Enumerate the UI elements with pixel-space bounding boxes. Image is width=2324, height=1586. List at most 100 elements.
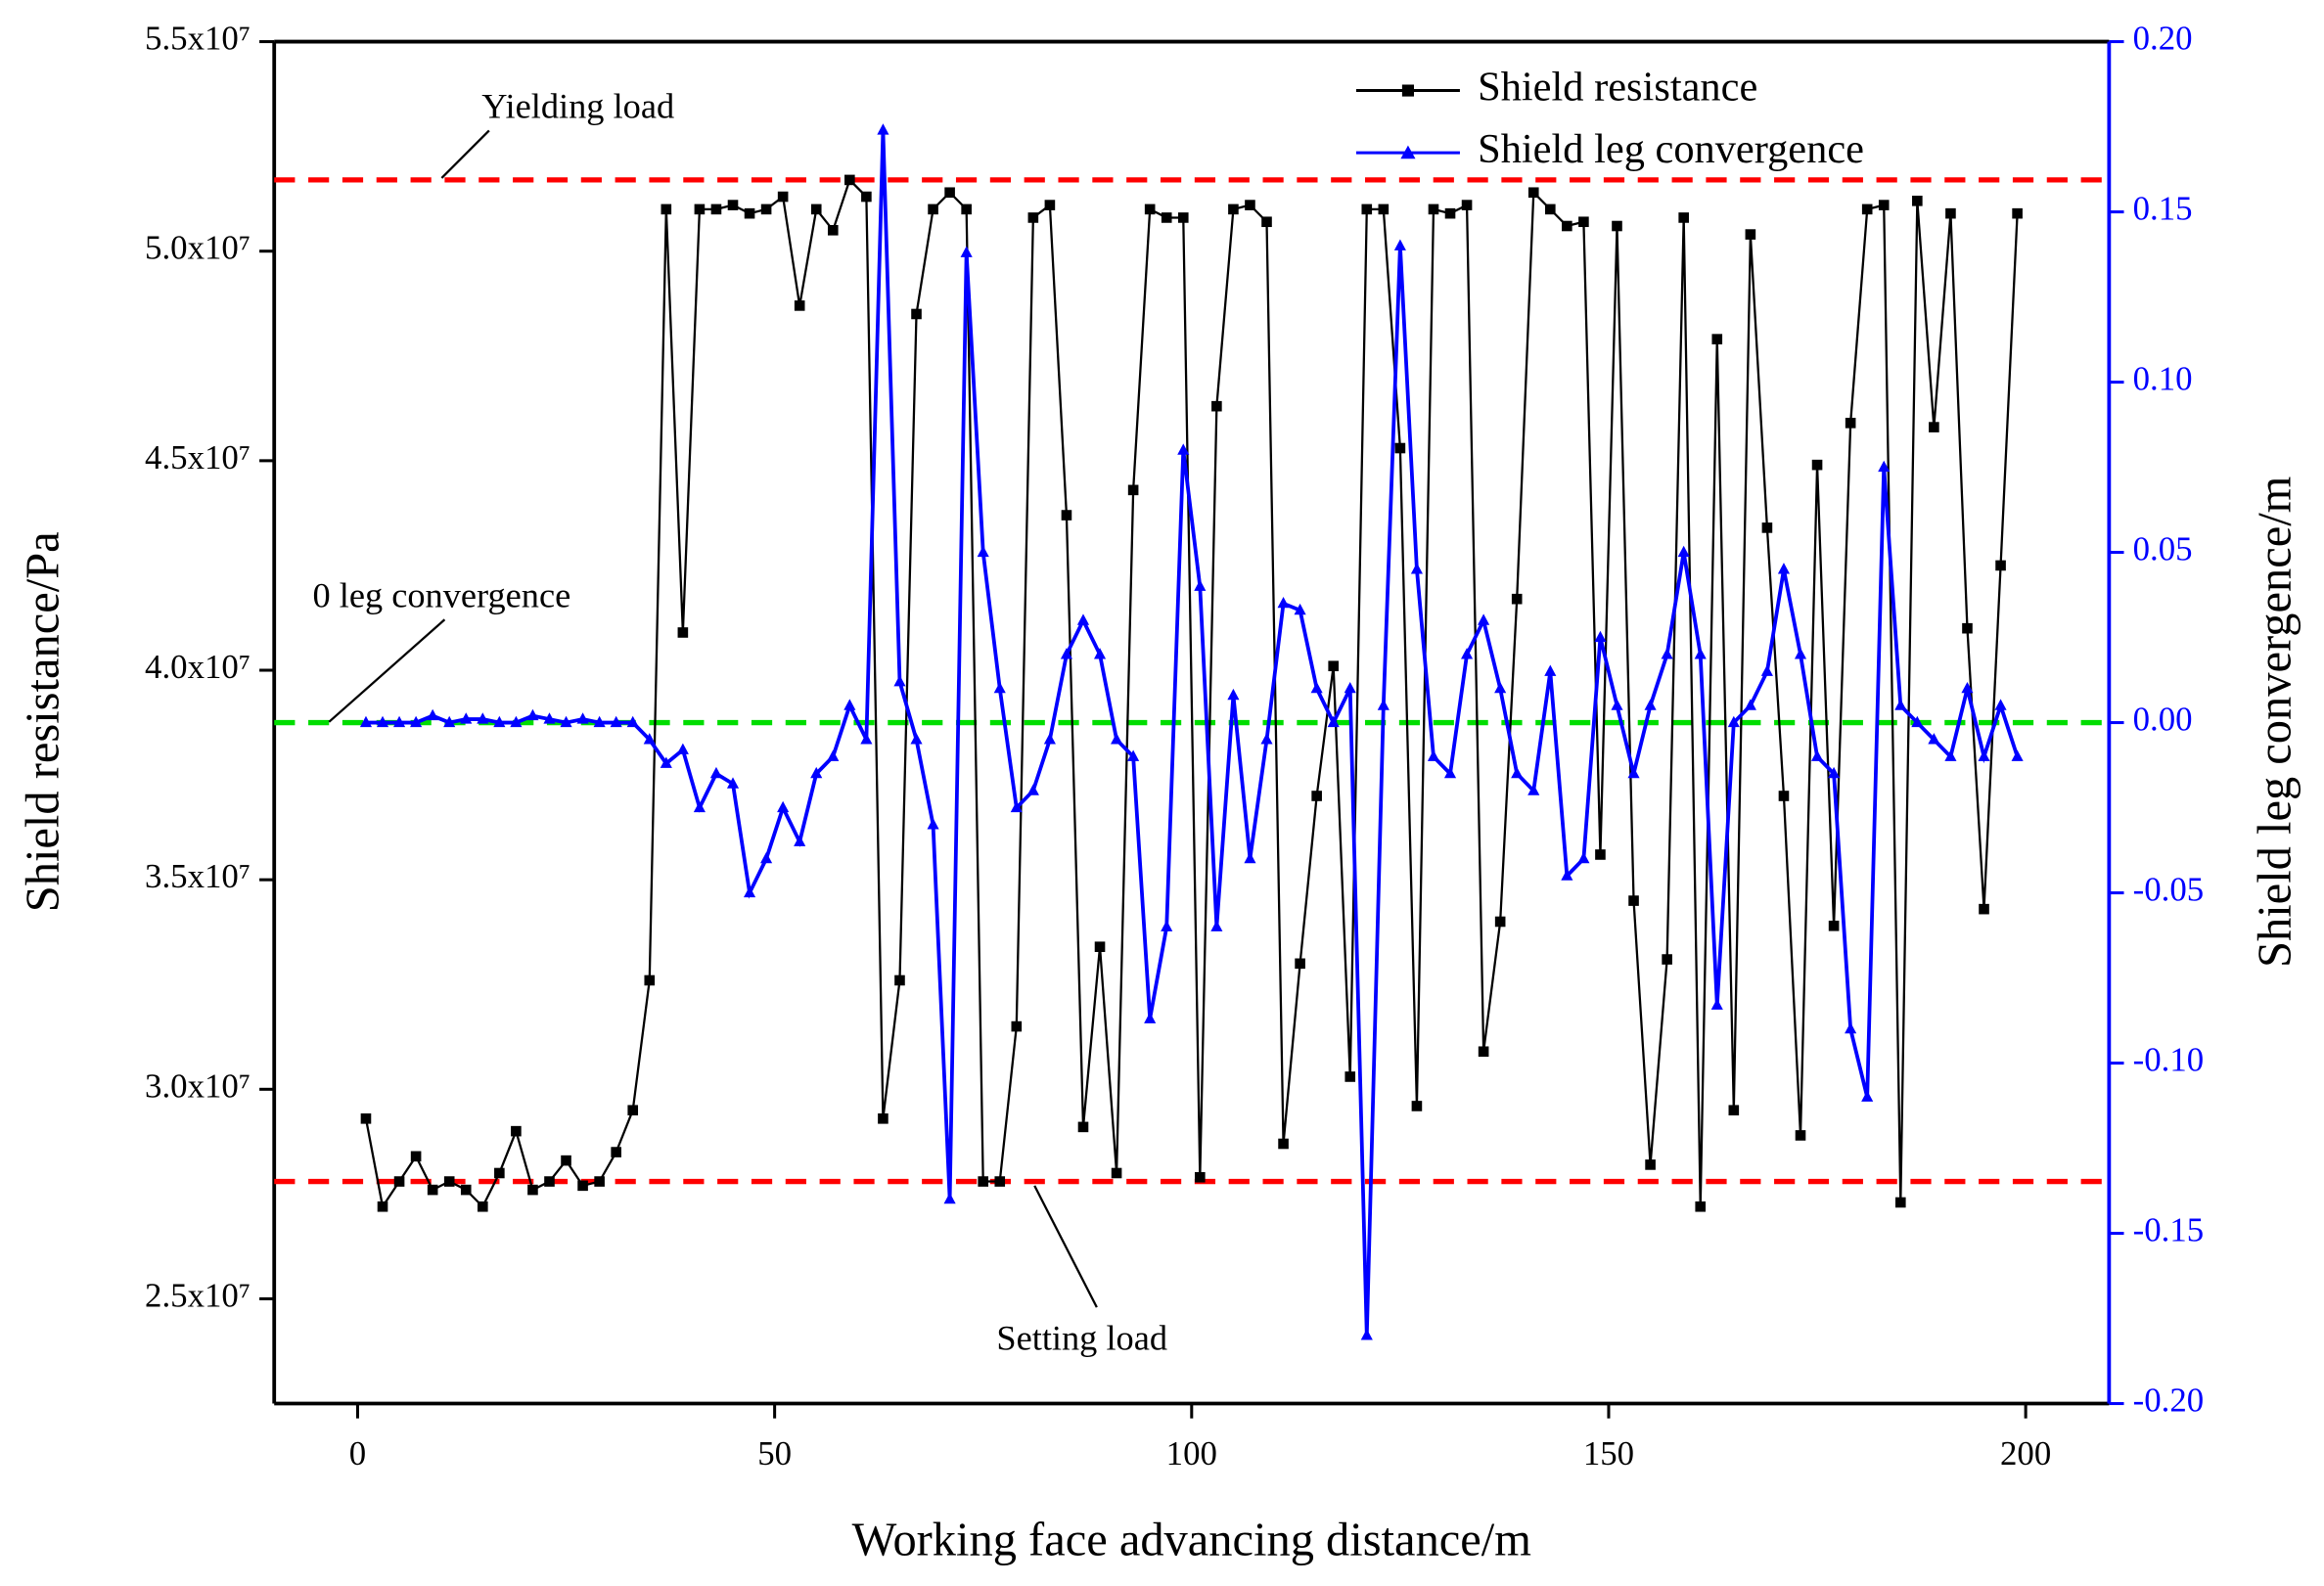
marker (1094, 941, 1106, 952)
marker (1027, 212, 1039, 223)
marker (794, 300, 805, 311)
marker (1611, 699, 1623, 710)
marker (1360, 1329, 1373, 1340)
marker (1710, 998, 1723, 1010)
marker (1311, 791, 1322, 801)
marker (494, 1167, 505, 1179)
marker (1394, 442, 1406, 454)
marker (1227, 688, 1240, 701)
marker (993, 681, 1006, 694)
marker (961, 204, 972, 215)
marker (744, 207, 755, 219)
y2-tick-label: -0.10 (2133, 1041, 2205, 1079)
marker (860, 733, 873, 745)
marker (794, 835, 806, 846)
marker (1861, 204, 1873, 215)
marker (676, 743, 689, 754)
marker (1810, 749, 1824, 761)
marker (593, 715, 606, 728)
marker (1344, 1071, 1356, 1082)
marker (576, 712, 589, 724)
x-tick-label: 50 (757, 1434, 792, 1473)
marker (1111, 733, 1123, 745)
marker (1894, 1197, 1906, 1208)
marker (359, 715, 373, 728)
marker (1962, 622, 1973, 634)
marker (1628, 895, 1639, 906)
marker (843, 699, 856, 710)
marker (1978, 749, 1990, 761)
marker (1010, 800, 1023, 813)
marker (827, 224, 839, 236)
marker (1562, 220, 1572, 232)
legend-marker (1401, 84, 1414, 97)
y2-tick-label: -0.15 (2133, 1211, 2205, 1249)
marker (777, 800, 790, 813)
annotation-leader (1033, 1185, 1098, 1308)
marker (477, 1201, 488, 1212)
marker (1794, 648, 1807, 659)
marker (1310, 681, 1323, 694)
marker (1544, 664, 1557, 676)
marker (2011, 749, 2024, 761)
marker (1011, 1020, 1023, 1032)
marker (1727, 715, 1740, 728)
marker (1760, 664, 1773, 676)
marker (1777, 563, 1791, 574)
marker (1277, 596, 1290, 609)
marker (1612, 220, 1622, 232)
marker (1845, 418, 1856, 429)
marker (1478, 613, 1490, 625)
marker (1511, 766, 1524, 779)
marker (693, 800, 706, 813)
marker (560, 715, 572, 728)
y-axis-title: Shield resistance/Pa (18, 531, 69, 912)
marker (1494, 916, 1506, 928)
marker (527, 1184, 538, 1196)
marker (1995, 560, 2006, 571)
marker (1594, 630, 1607, 643)
marker (1043, 733, 1056, 745)
marker (1761, 522, 1773, 533)
marker (1494, 681, 1507, 694)
marker (844, 174, 855, 186)
marker (861, 191, 872, 203)
marker (1644, 699, 1657, 710)
marker (1894, 699, 1907, 710)
marker (1076, 613, 1090, 625)
marker (760, 204, 772, 215)
marker (1527, 187, 1539, 199)
annotation: Setting load (996, 1318, 1167, 1357)
marker (493, 715, 506, 728)
marker (543, 712, 556, 724)
marker (1428, 204, 1439, 215)
y2-axis-title: Shield leg convergence/m (2250, 476, 2301, 968)
marker (1845, 1021, 1857, 1034)
marker (877, 123, 889, 135)
marker (627, 1105, 639, 1116)
y-tick-label: 3.0x10⁷ (145, 1066, 251, 1105)
marker (1361, 204, 1373, 215)
marker (1077, 1121, 1089, 1133)
marker (1828, 920, 1840, 931)
y2-tick-label: -0.20 (2133, 1382, 2205, 1420)
marker (577, 1180, 588, 1192)
marker (1127, 749, 1140, 761)
marker (410, 1151, 422, 1162)
marker (561, 1155, 571, 1166)
marker (1728, 1105, 1740, 1116)
marker (1661, 648, 1673, 659)
marker (1411, 1101, 1423, 1111)
marker (743, 885, 756, 898)
marker (661, 204, 672, 215)
marker (777, 191, 789, 203)
y-tick-label: 5.5x10⁷ (145, 20, 251, 58)
marker (393, 1176, 405, 1187)
marker (1327, 715, 1340, 728)
marker (460, 1184, 472, 1196)
marker (1026, 784, 1039, 795)
marker (410, 715, 423, 728)
y2-tick-label: 0.05 (2133, 530, 2193, 568)
marker (977, 545, 989, 558)
